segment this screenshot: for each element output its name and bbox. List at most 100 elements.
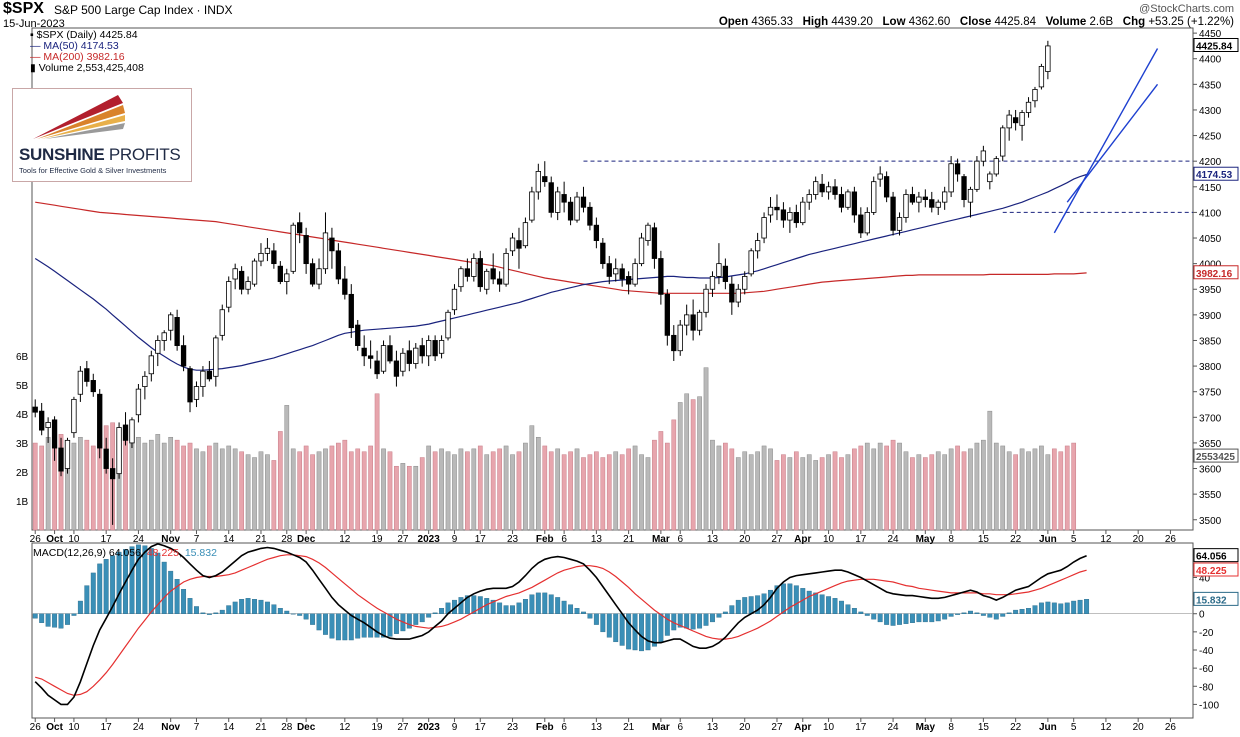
macd-histogram-bar [213, 612, 219, 614]
volume-bar [600, 457, 606, 531]
candle-body [948, 163, 954, 193]
volume-bar [684, 393, 690, 531]
macd-histogram-bar [684, 613, 690, 629]
candle-body [716, 263, 722, 277]
volume-bar [845, 454, 851, 531]
candle-body [555, 191, 561, 213]
candle-body [155, 340, 161, 354]
macd-histogram-bar [90, 572, 96, 614]
price-y-tick-label: 4150 [1199, 183, 1222, 194]
volume-bar [768, 448, 773, 531]
volume-bar [755, 451, 760, 531]
high-value: 4439.20 [831, 16, 873, 28]
macd-histogram-bar [310, 613, 316, 625]
candle-body [651, 227, 658, 259]
index-name: S&P 500 Large Cap Index · INDX [54, 3, 233, 17]
candle-body [871, 181, 877, 213]
x-tick-label: 17 [101, 534, 113, 545]
macd-histogram-bar [477, 596, 483, 614]
volume-bar [336, 442, 341, 531]
x-tick-label: 14 [223, 534, 235, 545]
price-last-tag: 4425.84 [1196, 41, 1233, 52]
volume-bar [716, 445, 722, 531]
candle-body [284, 273, 290, 282]
candle-body [361, 347, 367, 357]
candle-body [916, 196, 922, 203]
candle-body [509, 237, 516, 252]
volume-bar [78, 436, 83, 531]
macd-histogram-bar [729, 605, 735, 614]
volume-bar [710, 439, 715, 531]
volume-bar [948, 448, 954, 531]
volume-bar [806, 454, 812, 531]
macd-histogram-bar [535, 592, 541, 614]
candle-body [445, 311, 451, 339]
volume-bar [510, 454, 515, 531]
candle-body [813, 181, 819, 195]
volume-bar [187, 442, 193, 531]
candle-body [864, 212, 870, 234]
candle-body [832, 186, 838, 195]
macd-x-tick-label: 9 [452, 722, 458, 733]
x-tick-label: 15 [978, 534, 990, 545]
macd-x-tick-label: 21 [255, 722, 267, 733]
price-y-tick-label: 3850 [1199, 336, 1222, 347]
candle-body [238, 270, 245, 290]
volume-bar [387, 451, 393, 531]
macd-histogram-bar [355, 613, 361, 639]
volume-bar [897, 442, 902, 531]
candle-body [413, 347, 419, 364]
candle-body [619, 268, 625, 280]
macd-histogram-bar [793, 585, 799, 614]
volume-bar [774, 460, 780, 531]
candle-body [722, 265, 729, 282]
volume-bar [858, 445, 864, 531]
macd-histogram-bar [600, 613, 606, 633]
candle-body [522, 222, 529, 247]
candle-body [974, 160, 980, 190]
volume-bar [787, 457, 793, 531]
macd-histogram-bar [897, 613, 902, 625]
volume-bar [613, 451, 619, 531]
volume-bar [445, 451, 451, 531]
volume-bar [703, 367, 709, 531]
macd-histogram-bar [1077, 599, 1083, 614]
macd-histogram-bar [1006, 612, 1012, 614]
macd-x-tick-label: 24 [888, 722, 900, 733]
candle-body [180, 345, 187, 367]
x-tick-label: 19 [372, 534, 384, 545]
x-tick-label: 26 [1165, 534, 1177, 545]
ohlc-summary: Open 4365.33 High 4439.20 Low 4362.60 Cl… [718, 16, 1234, 28]
candle-body [309, 263, 316, 285]
price-y-tick-label: 4100 [1199, 208, 1222, 219]
macd-histogram-bar [948, 613, 954, 617]
candle-body [993, 158, 999, 175]
ma200-last-tag: 3982.16 [1196, 269, 1233, 280]
macd-histogram-bar [297, 613, 303, 616]
candle-body [103, 448, 109, 469]
candle-body [793, 212, 799, 224]
macd-histogram-bar [658, 613, 664, 643]
hist-last-tag-box [1193, 591, 1239, 606]
volume-value: 2.6B [1089, 16, 1114, 28]
volume-bar [729, 448, 735, 531]
macd-x-tick-label: 24 [133, 722, 145, 733]
candle-body [51, 419, 58, 449]
candle-body [742, 276, 748, 290]
candle-body [297, 222, 303, 234]
volume-bar [639, 454, 644, 531]
close-value: 4425.84 [994, 16, 1037, 28]
candle-body [226, 281, 232, 308]
macd-x-tick-label: Dec [297, 722, 316, 733]
macd-histogram-bar [710, 613, 715, 623]
macd-histogram-bar [1084, 599, 1090, 614]
candle-body [625, 276, 632, 285]
candle-body [393, 360, 400, 377]
candle-body [200, 370, 206, 387]
volume-bar [974, 442, 980, 531]
candle-body [458, 268, 464, 288]
volume-bar [439, 448, 444, 531]
macd-y-tick-label: -80 [1199, 682, 1214, 693]
volume-bar [1032, 448, 1038, 531]
macd-histogram-bar [271, 604, 277, 614]
